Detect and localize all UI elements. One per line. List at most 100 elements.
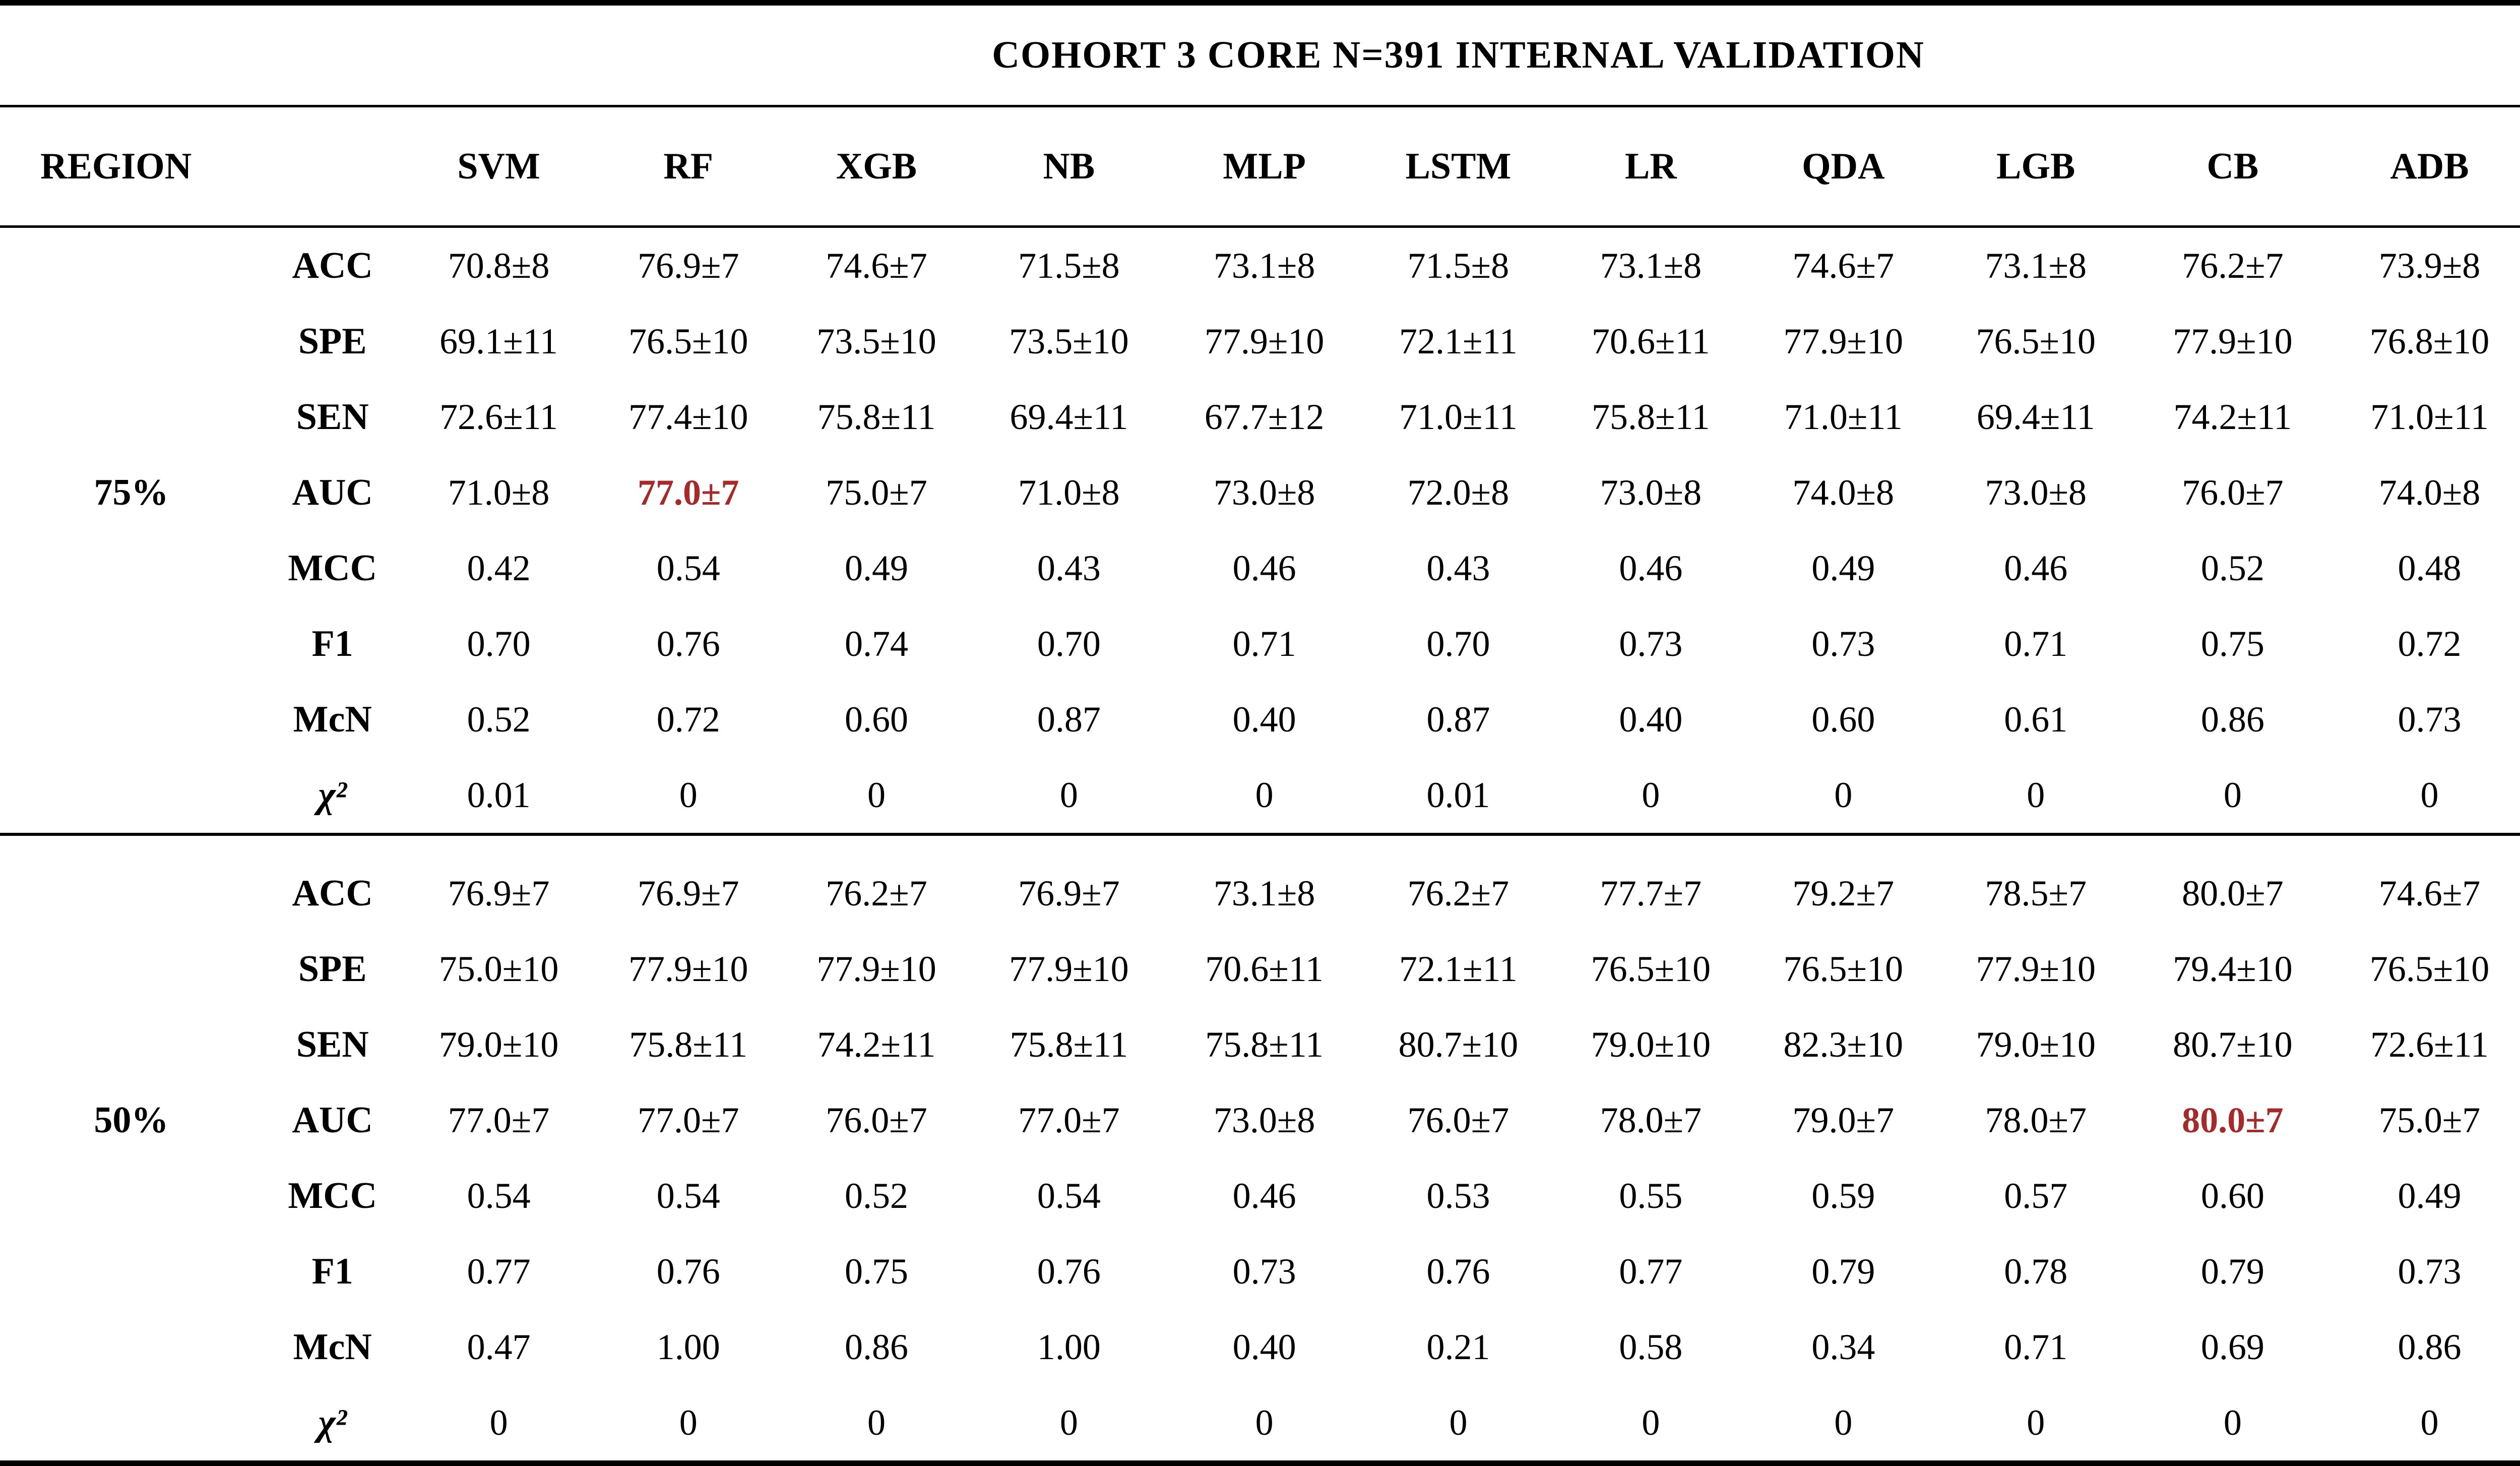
col-header-lr: LR (1554, 106, 1747, 228)
value-cell: 0.54 (467, 1176, 531, 1216)
metric-label: MCC (288, 547, 377, 589)
value-cell: 76.8±10 (2369, 321, 2490, 361)
value-cell: 79.0±10 (1591, 1024, 1711, 1065)
value-cell: 0.46 (1232, 548, 1296, 588)
value-cell: 77.0±7 (637, 472, 739, 513)
value-cell: 73.0±8 (1213, 1100, 1315, 1140)
region-label (0, 833, 263, 931)
metric-label: McN (293, 699, 372, 740)
value-cell: 79.0±7 (1792, 1100, 1895, 1140)
data-row: F1 0.70 0.76 0.74 0.70 0.71 0.70 0.73 0.73 0.71 0.… (0, 606, 2520, 682)
value-cell: 77.9±10 (1204, 321, 1325, 361)
value-cell: 0.57 (2004, 1176, 2068, 1216)
value-cell: 0 (2027, 1402, 2045, 1443)
value-cell: 0 (679, 1402, 698, 1443)
col-header-adb: ADB (2333, 106, 2520, 228)
value-cell: 70.8±8 (448, 246, 550, 286)
value-cell: 0.70 (1426, 624, 1490, 664)
value-cell: 74.6±7 (826, 246, 927, 286)
col-header-svm: SVM (402, 106, 595, 228)
col-header-lgb: LGB (1939, 106, 2132, 228)
value-cell: 74.2±11 (817, 1024, 936, 1065)
value-cell: 76.9±7 (971, 833, 1167, 931)
region-label (0, 227, 263, 304)
value-cell: 0.61 (2004, 699, 2068, 740)
table-body: ACC 70.8±8 76.9±7 74.6±7 71.5±8 73.1±8 71.5±8 7… (0, 227, 2520, 1463)
data-row: 75% AUC 71.0±8 77.0±7 75.0±7 71.0±8 73.0±8 72.0… (0, 455, 2520, 530)
value-cell: 70.6±11 (1591, 321, 1710, 361)
value-cell: 0 (1834, 1402, 1853, 1443)
column-header-row: REGION SVM RF XGB NB MLP LSTM LR QDA LGB… (0, 106, 2520, 228)
value-cell: 73.1±8 (1213, 246, 1315, 286)
data-row: ACC 76.9±7 76.9±7 76.2±7 76.9±7 73.1±8 76.2±7 7… (0, 833, 2520, 931)
value-cell: 76.2±7 (781, 833, 972, 931)
value-cell: 0.53 (1426, 1176, 1490, 1216)
value-cell: 82.3±10 (1783, 1024, 1904, 1065)
value-cell: 0.76 (656, 624, 720, 664)
region-label: 75% (94, 472, 169, 513)
value-cell: 0.76 (656, 1251, 720, 1292)
col-header-qda: QDA (1747, 106, 1940, 228)
value-cell: 69.4±11 (1976, 397, 2095, 437)
region-label (0, 1385, 263, 1463)
value-cell: 0 (1255, 775, 1274, 815)
value-cell: 69.1±11 (439, 321, 558, 361)
value-cell: 0 (2420, 775, 2439, 815)
value-cell: 77.9±10 (2173, 321, 2293, 361)
value-cell: 0.42 (467, 548, 531, 588)
value-cell: 0.71 (1232, 624, 1296, 664)
value-cell: 0 (489, 1402, 508, 1443)
title-row: COHORT 3 CORE N=391 INTERNAL VALIDATION (0, 3, 2520, 107)
value-cell: 0.77 (1619, 1251, 1683, 1292)
region-label (0, 682, 263, 757)
value-cell: 70.6±11 (1205, 949, 1324, 989)
value-cell: 0.86 (2200, 699, 2264, 740)
value-cell: 0.87 (1426, 699, 1490, 740)
col-header-region: REGION (0, 106, 263, 228)
value-cell: 0.73 (1232, 1251, 1296, 1292)
value-cell: 0 (1449, 1402, 1468, 1443)
value-cell: 0.43 (1426, 548, 1490, 588)
value-cell: 74.6±7 (1792, 246, 1895, 286)
value-cell: 0.49 (2398, 1176, 2462, 1216)
data-row: SEN 79.0±10 75.8±11 74.2±11 75.8±11 75.8±11 80… (0, 1007, 2520, 1082)
value-cell: 76.0±7 (826, 1100, 927, 1140)
value-cell: 71.0±11 (2370, 397, 2489, 437)
value-cell: 76.0±7 (1407, 1100, 1509, 1140)
value-cell: 72.0±8 (1407, 472, 1509, 513)
value-cell: 76.5±10 (2369, 949, 2490, 989)
value-cell: 0.75 (2200, 624, 2264, 664)
value-cell: 0.87 (1037, 699, 1101, 740)
value-cell: 0.43 (1037, 548, 1101, 588)
table-title: COHORT 3 CORE N=391 INTERNAL VALIDATION (0, 3, 2520, 107)
value-cell: 78.5±7 (1939, 833, 2132, 931)
value-cell: 0.58 (1619, 1327, 1683, 1367)
value-cell: 72.6±11 (2370, 1024, 2489, 1065)
metric-label: McN (293, 1326, 372, 1368)
col-header-mlp: MLP (1166, 106, 1362, 228)
value-cell: 0.72 (2398, 624, 2462, 664)
value-cell: 75.0±7 (826, 472, 927, 513)
value-cell: 76.5±10 (628, 321, 748, 361)
col-header-lstm: LSTM (1362, 106, 1555, 228)
value-cell: 0.40 (1232, 699, 1296, 740)
region-label (0, 530, 263, 606)
value-cell: 0.46 (1232, 1176, 1296, 1216)
value-cell: 67.7±12 (1204, 397, 1325, 437)
metric-label: AUC (292, 472, 373, 513)
value-cell: 0.77 (467, 1251, 531, 1292)
value-cell: 80.0±7 (2132, 833, 2334, 931)
value-cell: 78.0±7 (1985, 1100, 2087, 1140)
value-cell: 0 (1059, 1402, 1078, 1443)
col-header-metric-spacer (262, 106, 403, 228)
metric-label: F1 (311, 623, 353, 664)
value-cell: 76.5±10 (1783, 949, 1904, 989)
value-cell: 0 (2420, 1402, 2439, 1443)
value-cell: 0.52 (844, 1176, 908, 1216)
value-cell: 74.6±7 (2333, 833, 2520, 931)
value-cell: 0.76 (1037, 1251, 1101, 1292)
value-cell: 77.9±10 (1009, 949, 1129, 989)
value-cell: 77.4±10 (628, 397, 748, 437)
